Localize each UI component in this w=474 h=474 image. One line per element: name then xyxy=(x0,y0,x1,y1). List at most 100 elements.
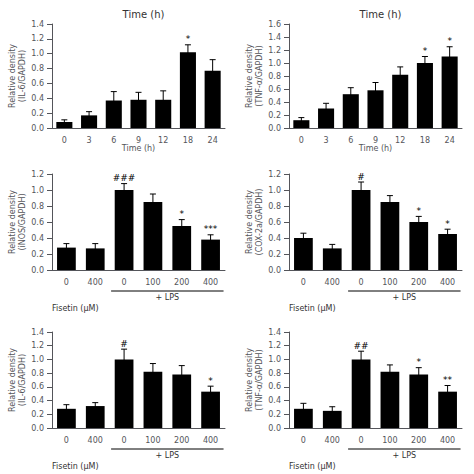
svg-text:1.2: 1.2 xyxy=(31,170,44,179)
svg-text:400: 400 xyxy=(440,436,455,445)
svg-text:1.0: 1.0 xyxy=(268,355,281,364)
svg-text:(COX-2a/GAPDH): (COX-2a/GAPDH) xyxy=(255,189,264,256)
svg-text:24: 24 xyxy=(445,136,455,145)
svg-text:0.8: 0.8 xyxy=(31,202,44,211)
svg-text:1.0: 1.0 xyxy=(31,49,44,58)
svg-text:1.4: 1.4 xyxy=(31,328,44,337)
svg-text:##: ## xyxy=(354,341,369,351)
svg-text:1.4: 1.4 xyxy=(268,33,281,42)
svg-text:100: 100 xyxy=(145,436,160,445)
svg-text:0: 0 xyxy=(359,278,364,287)
svg-text:24: 24 xyxy=(208,136,218,145)
svg-text:0: 0 xyxy=(299,136,304,145)
svg-text:Relative density: Relative density xyxy=(8,44,17,108)
svg-text:Relative density: Relative density xyxy=(245,190,254,254)
svg-text:0.4: 0.4 xyxy=(268,98,281,107)
svg-text:0.8: 0.8 xyxy=(31,369,44,378)
svg-text:0.2: 0.2 xyxy=(31,250,44,259)
svg-text:200: 200 xyxy=(174,436,189,445)
svg-text:18: 18 xyxy=(183,136,193,145)
svg-text:Time (h): Time (h) xyxy=(359,9,402,20)
svg-text:0: 0 xyxy=(62,136,67,145)
svg-text:1.0: 1.0 xyxy=(268,59,281,68)
svg-text:#: # xyxy=(120,339,128,349)
svg-text:0.6: 0.6 xyxy=(268,218,281,227)
svg-text:0.6: 0.6 xyxy=(31,218,44,227)
svg-text:18: 18 xyxy=(420,136,430,145)
svg-text:Relative density: Relative density xyxy=(8,190,17,254)
svg-text:0.0: 0.0 xyxy=(31,124,44,133)
svg-text:1.0: 1.0 xyxy=(31,186,44,195)
svg-text:*: * xyxy=(417,357,422,367)
svg-text:0.4: 0.4 xyxy=(268,396,281,405)
svg-text:0: 0 xyxy=(301,278,306,287)
svg-text:200: 200 xyxy=(411,278,426,287)
svg-text:200: 200 xyxy=(174,278,189,287)
svg-text:1.2: 1.2 xyxy=(268,46,281,55)
svg-text:*: * xyxy=(208,376,213,386)
svg-text:Time (h): Time (h) xyxy=(121,144,155,153)
svg-text:9: 9 xyxy=(136,136,141,145)
svg-text:400: 400 xyxy=(325,278,340,287)
svg-text:0: 0 xyxy=(359,436,364,445)
svg-text:0.0: 0.0 xyxy=(268,266,281,275)
svg-text:1.2: 1.2 xyxy=(268,170,281,179)
svg-text:Fisetin (μM): Fisetin (μM) xyxy=(52,462,99,471)
svg-text:1.2: 1.2 xyxy=(31,34,44,43)
svg-text:0.2: 0.2 xyxy=(268,250,281,259)
svg-text:0.0: 0.0 xyxy=(31,424,44,433)
svg-text:0.8: 0.8 xyxy=(268,72,281,81)
svg-text:400: 400 xyxy=(325,436,340,445)
svg-text:0.0: 0.0 xyxy=(31,266,44,275)
svg-text:3: 3 xyxy=(324,136,329,145)
svg-text:(iNOS/GAPDH): (iNOS/GAPDH) xyxy=(18,193,27,250)
svg-text:400: 400 xyxy=(88,278,103,287)
svg-text:0.4: 0.4 xyxy=(31,94,44,103)
svg-text:0.4: 0.4 xyxy=(31,396,44,405)
svg-text:400: 400 xyxy=(203,278,218,287)
svg-text:12: 12 xyxy=(158,136,168,145)
svg-text:(IL-6/GAPDH): (IL-6/GAPDH) xyxy=(18,50,27,102)
svg-text:Relative density: Relative density xyxy=(245,348,254,412)
svg-text:*: * xyxy=(447,36,452,46)
svg-text:0.6: 0.6 xyxy=(268,85,281,94)
svg-text:+ LPS: + LPS xyxy=(156,293,180,302)
svg-text:0.8: 0.8 xyxy=(31,64,44,73)
svg-text:6: 6 xyxy=(348,136,353,145)
svg-text:+ LPS: + LPS xyxy=(393,293,417,302)
svg-text:400: 400 xyxy=(440,278,455,287)
svg-text:0.8: 0.8 xyxy=(268,202,281,211)
svg-text:(TNF-α/GAPDH): (TNF-α/GAPDH) xyxy=(255,45,264,106)
svg-text:400: 400 xyxy=(88,436,103,445)
svg-text:0.2: 0.2 xyxy=(31,109,44,118)
svg-text:0.6: 0.6 xyxy=(268,382,281,391)
svg-text:0.2: 0.2 xyxy=(268,410,281,419)
svg-text:0: 0 xyxy=(122,278,127,287)
svg-text:0.2: 0.2 xyxy=(268,111,281,120)
svg-text:400: 400 xyxy=(203,436,218,445)
svg-text:***: *** xyxy=(204,224,218,234)
svg-text:3: 3 xyxy=(87,136,92,145)
svg-text:**: ** xyxy=(443,375,453,385)
svg-text:0.6: 0.6 xyxy=(31,382,44,391)
svg-text:1.4: 1.4 xyxy=(268,328,281,337)
svg-text:#: # xyxy=(357,172,365,182)
svg-text:Fisetin (μM): Fisetin (μM) xyxy=(289,304,336,313)
svg-text:Fisetin (μM): Fisetin (μM) xyxy=(52,304,99,313)
svg-text:100: 100 xyxy=(382,278,397,287)
svg-text:0.4: 0.4 xyxy=(31,234,44,243)
svg-text:Time (h): Time (h) xyxy=(358,144,392,153)
svg-text:Relative density: Relative density xyxy=(245,44,254,108)
svg-text:0.0: 0.0 xyxy=(268,124,281,133)
svg-text:1.4: 1.4 xyxy=(31,20,44,29)
svg-text:0: 0 xyxy=(122,436,127,445)
svg-text:100: 100 xyxy=(382,436,397,445)
svg-text:1.2: 1.2 xyxy=(268,341,281,350)
svg-text:(IL-6/GAPDH): (IL-6/GAPDH) xyxy=(18,354,27,406)
svg-text:9: 9 xyxy=(373,136,378,145)
svg-text:0: 0 xyxy=(64,278,69,287)
svg-text:*: * xyxy=(186,34,191,44)
svg-text:(TNF-α/GAPDH): (TNF-α/GAPDH) xyxy=(255,349,264,410)
svg-text:6: 6 xyxy=(111,136,116,145)
svg-text:100: 100 xyxy=(145,278,160,287)
